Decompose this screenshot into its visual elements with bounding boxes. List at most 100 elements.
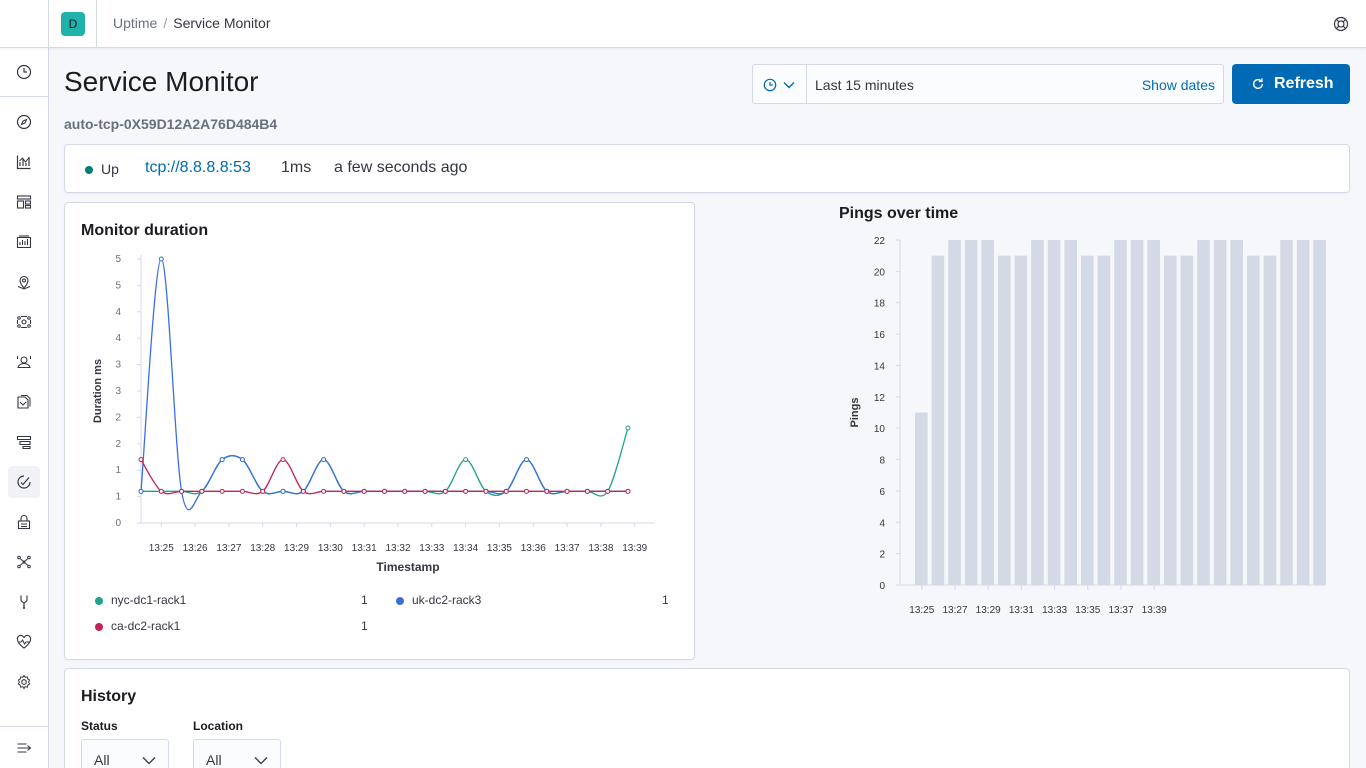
duration-chart: 0 1 1 2 2 3 3 4 4 5 5 13:25 13:26 13:27 13:28 13:29 13:3… [92,254,655,574]
top-header: D Uptime / Service Monitor [0,0,1366,48]
data-point [544,488,550,494]
x-tick-label: 13:36 [521,543,546,554]
nav-dev-tools[interactable] [8,586,40,618]
nav-divider [0,726,48,727]
graph-icon [17,555,31,569]
x-tick-label: 13:31 [352,543,377,554]
apm-icon [16,435,32,450]
y-tick-label: 2 [879,550,885,561]
ping-bar [1313,240,1326,585]
data-point [138,457,144,463]
y-tick-label: 2 [115,439,121,450]
nav-monitoring[interactable] [8,626,40,658]
pings-chart: 0 2 4 6 8 10 12 14 16 18 20 22 13:25 13:27 13:29 13:31 1… [849,236,1326,616]
legend-value: 1 [361,619,368,633]
data-point [300,488,306,494]
y-tick-label: 12 [874,393,886,404]
y-tick-label: 20 [874,267,886,278]
ping-bar [981,240,994,585]
status-dot [85,166,93,174]
data-point [503,488,509,494]
y-tick-label: 0 [879,581,885,592]
data-point [524,457,529,463]
nav-visualize[interactable] [8,146,40,178]
space-avatar[interactable]: D [61,12,85,36]
history-panel: History Status All Location All [64,668,1350,768]
data-point [158,488,164,494]
page-title: Service Monitor [64,66,259,97]
location-filter-value: All [206,752,222,768]
status-filter-select[interactable]: All [81,739,169,768]
x-tick-label: 13:28 [250,543,275,554]
ping-bar [1230,240,1243,585]
legend-dot [95,597,103,605]
data-point [219,457,225,463]
nav-management[interactable] [8,666,40,698]
nav-maps[interactable] [8,266,40,298]
x-axis-title: Timestamp [376,560,439,574]
location-filter-select[interactable]: All [193,739,281,768]
date-range-label[interactable]: Last 15 minutes [815,77,914,93]
breadcrumb-uptime[interactable]: Uptime [113,15,158,31]
monitor-id: auto-tcp-0X59D12A2A76D484B4 [64,116,278,132]
data-point [584,488,590,494]
show-dates-link[interactable]: Show dates [1141,77,1215,93]
data-point [239,457,245,463]
refresh-icon [1252,78,1264,90]
data-point [199,488,205,494]
chevron-down-icon [142,757,156,765]
nav-machine-learning[interactable] [8,306,40,338]
y-tick-label: 22 [874,236,886,247]
nav-graph[interactable] [8,546,40,578]
refresh-button[interactable]: Refresh [1232,64,1350,104]
status-filter-label: Status [81,719,118,733]
data-point [625,425,631,431]
nav-infrastructure[interactable] [8,346,40,378]
y-tick-label: 2 [115,412,121,423]
y-tick-label: 3 [115,360,121,371]
data-point [321,488,327,494]
data-point [605,488,611,494]
lock-icon [17,515,31,530]
y-tick-label: 5 [115,254,121,265]
location-filter-label: Location [193,719,243,733]
y-tick-label: 6 [879,487,885,498]
nav-divider [0,96,48,97]
nav-logs[interactable] [8,386,40,418]
nav-siem[interactable] [8,506,40,538]
nav-discover[interactable] [8,106,40,138]
breadcrumb-separator: / [163,15,168,31]
x-tick-label: 13:34 [453,543,478,554]
ping-bar [1130,240,1144,585]
ping-bar [998,255,1011,585]
legend-name: ca-dc2-rack1 [111,619,181,633]
y-tick-label: 4 [115,307,121,318]
ping-bar [1197,240,1210,585]
nav-canvas[interactable] [8,226,40,258]
y-tick-label: 18 [874,299,886,310]
monitor-url-link[interactable]: tcp://8.8.8.8:53 [145,159,251,176]
visualize-icon [16,155,31,170]
series-line-uk-dc2-rack3 [140,258,628,511]
x-tick-label: 13:37 [555,543,580,554]
space-selector[interactable]: D [49,0,97,48]
data-point [239,488,245,494]
nav-recently-viewed[interactable] [8,56,40,88]
help-icon[interactable] [1333,16,1349,32]
date-picker: Last 15 minutes Show dates [752,64,1224,104]
logs-icon [17,395,31,409]
nav-dashboard[interactable] [8,186,40,218]
nav-uptime[interactable] [8,466,40,498]
x-tick-label: 13:33 [1042,605,1067,616]
data-point [381,488,387,494]
quick-select-button[interactable] [753,65,807,103]
ping-bar [1081,255,1094,585]
uptime-icon [17,475,31,489]
y-tick-label: 8 [879,456,885,467]
x-tick-label: 13:27 [216,543,241,554]
nav-apm[interactable] [8,426,40,458]
status-timestamp: a few seconds ago [334,159,468,176]
machine-learning-icon [17,316,31,328]
collapse-icon [17,743,32,753]
nav-collapse[interactable] [8,732,40,764]
